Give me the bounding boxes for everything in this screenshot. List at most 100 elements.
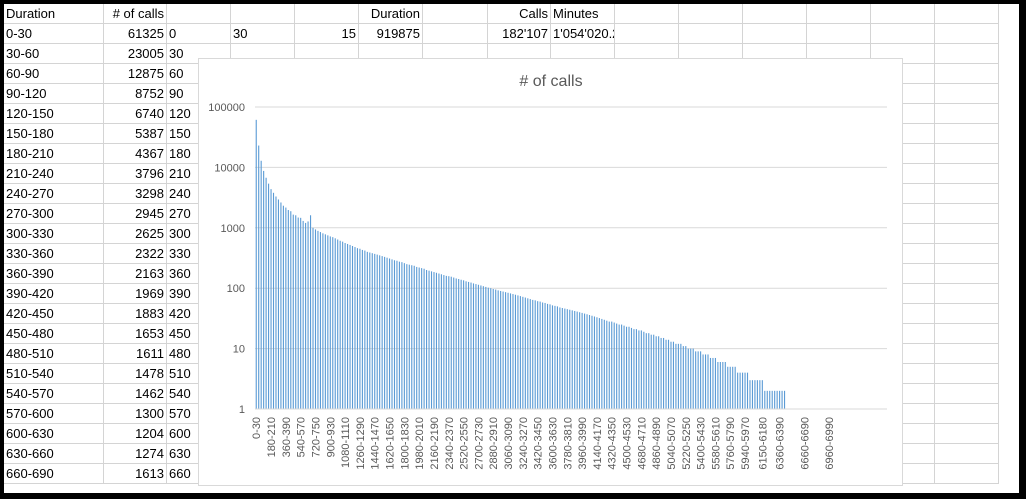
cell-a3[interactable]: 30-60 <box>4 44 104 64</box>
cell-a11[interactable]: 270-300 <box>4 204 104 224</box>
grid-cell[interactable] <box>935 324 999 344</box>
cell-b10[interactable]: 3298 <box>104 184 167 204</box>
cell-a13[interactable]: 330-360 <box>4 244 104 264</box>
grid-cell[interactable] <box>935 64 999 84</box>
cell-b4[interactable]: 12875 <box>104 64 167 84</box>
cell-b5[interactable]: 8752 <box>104 84 167 104</box>
cell-a9[interactable]: 210-240 <box>4 164 104 184</box>
grid-cell[interactable] <box>935 304 999 324</box>
cell-b22[interactable]: 1204 <box>104 424 167 444</box>
grid-cell[interactable] <box>935 24 999 44</box>
cell-a7[interactable]: 150-180 <box>4 124 104 144</box>
grid-cell[interactable] <box>935 84 999 104</box>
cell-a19[interactable]: 510-540 <box>4 364 104 384</box>
grid-cell[interactable] <box>935 104 999 124</box>
chart-panel[interactable]: # of calls 1 10 100 1000 10000 100000 0-30 180-2… <box>198 58 903 486</box>
cell-a20[interactable]: 540-570 <box>4 384 104 404</box>
cell-b20[interactable]: 1462 <box>104 384 167 404</box>
cell-b24[interactable]: 1613 <box>104 464 167 484</box>
grid-cell[interactable] <box>807 4 871 24</box>
cell-b7[interactable]: 5387 <box>104 124 167 144</box>
cell-h1[interactable]: Calls <box>488 4 551 24</box>
grid-cell[interactable] <box>423 24 488 44</box>
cell-a1[interactable]: Duration <box>4 4 104 24</box>
cell-c2[interactable]: 0 <box>167 24 231 44</box>
cell-a17[interactable]: 450-480 <box>4 324 104 344</box>
grid-cell[interactable] <box>935 444 999 464</box>
cell-b15[interactable]: 1969 <box>104 284 167 304</box>
cell-b12[interactable]: 2625 <box>104 224 167 244</box>
cell-a2[interactable]: 0-30 <box>4 24 104 44</box>
cell-a5[interactable]: 90-120 <box>4 84 104 104</box>
grid-cell[interactable] <box>679 24 743 44</box>
cell-e2[interactable]: 15 <box>295 24 359 44</box>
grid-cell[interactable] <box>871 24 935 44</box>
grid-cell[interactable] <box>935 344 999 364</box>
grid-cell[interactable] <box>615 24 679 44</box>
cell-h2[interactable]: 182'107 <box>488 24 551 44</box>
grid-cell[interactable] <box>935 164 999 184</box>
cell-b16[interactable]: 1883 <box>104 304 167 324</box>
cell-a16[interactable]: 420-450 <box>4 304 104 324</box>
grid-cell[interactable] <box>935 384 999 404</box>
cell-f1[interactable]: Duration <box>359 4 423 24</box>
cell-b6[interactable]: 6740 <box>104 104 167 124</box>
cell-b3[interactable]: 23005 <box>104 44 167 64</box>
grid-cell[interactable] <box>935 404 999 424</box>
cell-b19[interactable]: 1478 <box>104 364 167 384</box>
grid-cell[interactable] <box>807 24 871 44</box>
cell-i2[interactable]: 1'054'020.25 <box>551 24 615 44</box>
grid-cell[interactable] <box>423 4 488 24</box>
cell-b18[interactable]: 1611 <box>104 344 167 364</box>
cell-b9[interactable]: 3796 <box>104 164 167 184</box>
cell-b11[interactable]: 2945 <box>104 204 167 224</box>
grid-cell[interactable] <box>935 124 999 144</box>
grid-cell[interactable] <box>935 364 999 384</box>
cell-b2[interactable]: 61325 <box>104 24 167 44</box>
cell-b17[interactable]: 1653 <box>104 324 167 344</box>
cell-a4[interactable]: 60-90 <box>4 64 104 84</box>
cell-a12[interactable]: 300-330 <box>4 224 104 244</box>
grid-cell[interactable] <box>615 4 679 24</box>
grid-cell[interactable] <box>679 4 743 24</box>
cell-a24[interactable]: 660-690 <box>4 464 104 484</box>
bar <box>340 241 341 409</box>
grid-cell[interactable] <box>167 4 231 24</box>
cell-a10[interactable]: 240-270 <box>4 184 104 204</box>
cell-a22[interactable]: 600-630 <box>4 424 104 444</box>
cell-b13[interactable]: 2322 <box>104 244 167 264</box>
cell-a18[interactable]: 480-510 <box>4 344 104 364</box>
grid-cell[interactable] <box>871 4 935 24</box>
cell-a14[interactable]: 360-390 <box>4 264 104 284</box>
grid-cell[interactable] <box>935 224 999 244</box>
grid-cell[interactable] <box>295 4 359 24</box>
bar <box>349 245 350 409</box>
grid-cell[interactable] <box>935 204 999 224</box>
cell-b8[interactable]: 4367 <box>104 144 167 164</box>
grid-cell[interactable] <box>743 24 807 44</box>
grid-cell[interactable] <box>935 144 999 164</box>
bar <box>404 263 405 409</box>
cell-a23[interactable]: 630-660 <box>4 444 104 464</box>
grid-cell[interactable] <box>935 184 999 204</box>
grid-cell[interactable] <box>935 244 999 264</box>
cell-d2[interactable]: 30 <box>231 24 295 44</box>
cell-a15[interactable]: 390-420 <box>4 284 104 304</box>
cell-a6[interactable]: 120-150 <box>4 104 104 124</box>
grid-cell[interactable] <box>935 424 999 444</box>
cell-b1[interactable]: # of calls <box>104 4 167 24</box>
grid-cell[interactable] <box>935 44 999 64</box>
grid-cell[interactable] <box>935 264 999 284</box>
cell-a8[interactable]: 180-210 <box>4 144 104 164</box>
grid-cell[interactable] <box>935 4 999 24</box>
cell-b14[interactable]: 2163 <box>104 264 167 284</box>
grid-cell[interactable] <box>231 4 295 24</box>
grid-cell[interactable] <box>743 4 807 24</box>
grid-cell[interactable] <box>935 464 999 484</box>
grid-cell[interactable] <box>935 284 999 304</box>
cell-b23[interactable]: 1274 <box>104 444 167 464</box>
cell-f2[interactable]: 919875 <box>359 24 423 44</box>
cell-a21[interactable]: 570-600 <box>4 404 104 424</box>
cell-i1[interactable]: Minutes <box>551 4 615 24</box>
cell-b21[interactable]: 1300 <box>104 404 167 424</box>
